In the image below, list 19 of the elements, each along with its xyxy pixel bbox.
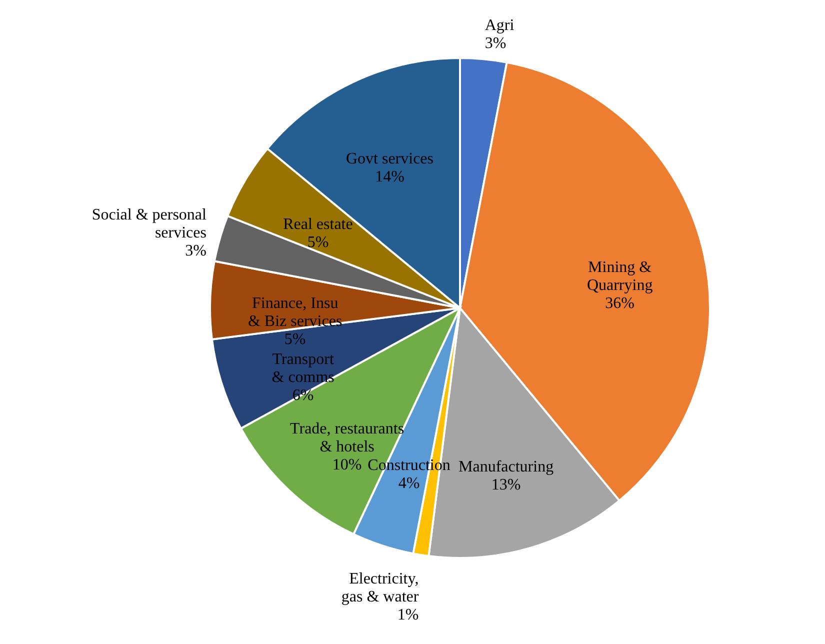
slice-label: Social & personal services — [92, 206, 208, 242]
data-label: 3% — [484, 35, 506, 52]
slice-label: Govt services — [346, 150, 434, 168]
data-label: 3% — [185, 242, 206, 260]
slice-label: Agri — [484, 17, 515, 34]
slice-label: Real estate — [283, 216, 353, 234]
slice-label: Manufacturing — [458, 458, 554, 476]
data-label: 5% — [307, 234, 329, 252]
data-label: 4% — [398, 474, 420, 492]
data-label: 36% — [605, 294, 634, 312]
data-label: 13% — [491, 476, 521, 494]
data-label: 1% — [397, 606, 419, 624]
data-label: 10% — [332, 456, 362, 474]
slice-label: Trade, restaurants & hotels — [290, 420, 404, 456]
slice-label: Electricity, gas & water — [341, 570, 420, 606]
slice-label: Transport & comms — [272, 350, 334, 386]
data-label: 14% — [375, 168, 404, 186]
slice-label: Mining & Quarrying — [586, 258, 653, 294]
data-label: 5% — [284, 330, 306, 348]
